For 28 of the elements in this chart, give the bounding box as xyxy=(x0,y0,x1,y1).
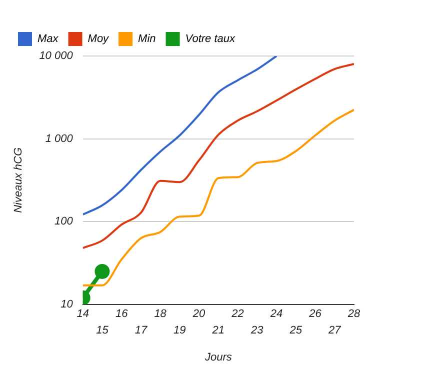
y-tick-label: 100 xyxy=(54,216,74,228)
x2-tick-label: 19 xyxy=(174,324,186,336)
x-tick-label: 16 xyxy=(115,308,129,320)
line-series xyxy=(82,108,354,286)
x2-tick-label: 27 xyxy=(328,324,342,336)
x-tick-label: 22 xyxy=(230,308,244,320)
x-axis-title: Jours xyxy=(204,351,232,364)
legend-label: Max xyxy=(38,33,59,46)
x2-tick-label: 17 xyxy=(134,324,148,336)
x-tick-label: 26 xyxy=(308,308,322,320)
x-tick-label: 28 xyxy=(346,308,361,320)
x-tick-label: 14 xyxy=(76,308,89,320)
legend-label: Votre taux xyxy=(185,33,236,46)
line-series xyxy=(82,56,278,216)
x-tick-label: 18 xyxy=(154,308,168,320)
y-tick-label: 1 000 xyxy=(45,132,74,145)
x-tick-label: 24 xyxy=(269,308,283,320)
legend-label: Min xyxy=(138,33,156,46)
x-tick-label: 20 xyxy=(192,308,206,320)
legend-label: Moy xyxy=(88,33,110,46)
y-tick-label: 10 xyxy=(60,298,74,310)
y-axis-title: Niveaux hCG xyxy=(12,147,25,213)
line-series xyxy=(82,63,354,249)
x2-tick-label: 15 xyxy=(96,324,110,336)
y-tick-label: 10 000 xyxy=(39,50,74,62)
x2-tick-label: 25 xyxy=(288,324,303,336)
x2-tick-label: 21 xyxy=(211,324,225,336)
x2-tick-label: 23 xyxy=(250,324,264,336)
